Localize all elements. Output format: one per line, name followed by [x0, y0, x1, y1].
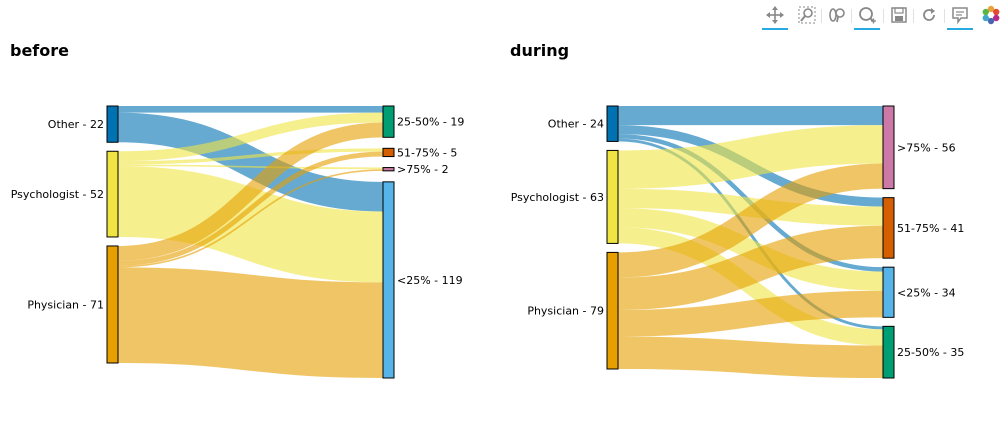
node-label-other: Other - 24: [548, 118, 604, 131]
node-gt75pct[interactable]: [382, 167, 395, 172]
link-physician-to-lt25pct[interactable]: [617, 290, 884, 337]
node-label-gt75pct: >75% - 2: [397, 163, 449, 176]
link-other-to-lt25pct[interactable]: [117, 112, 384, 212]
link-psychologist-to-gt75pct[interactable]: [617, 125, 884, 189]
reset-tool[interactable]: [914, 2, 944, 30]
node-label-psychologist: Psychologist - 52: [11, 188, 104, 201]
node-lt25pct[interactable]: [882, 266, 895, 318]
node-label-psychologist: Psychologist - 63: [511, 191, 604, 204]
reset-icon: [923, 8, 935, 21]
link-physician-to-25-50pct[interactable]: [617, 336, 884, 378]
link-psychologist-to-51-75pct[interactable]: [117, 148, 384, 165]
link-psychologist-to-25-50pct[interactable]: [117, 112, 384, 162]
node-other[interactable]: [606, 105, 619, 142]
bokeh-logo-icon: [982, 5, 1000, 25]
panel-during: during Other - 24 Psychologist - 63 Physici…: [510, 41, 964, 379]
wheel-zoom-icon: [829, 8, 845, 23]
node-label-physician: Physician - 71: [27, 298, 104, 311]
toolbar: [758, 2, 1000, 30]
node-label-gt75pct: >75% - 56: [897, 141, 956, 154]
node-lt25pct[interactable]: [382, 181, 395, 379]
box-zoom-icon: [798, 6, 816, 24]
nodes: Other - 22 Psychologist - 52 Physician - 7…: [11, 105, 464, 379]
node-psychologist[interactable]: [606, 149, 619, 244]
link-physician-to-51-75pct[interactable]: [117, 151, 384, 266]
zoom-in-icon: [859, 7, 876, 24]
node-51-75pct[interactable]: [382, 147, 395, 158]
link-physician-to-gt75pct[interactable]: [117, 169, 384, 268]
save-icon: [891, 7, 907, 23]
link-physician-to-25-50pct[interactable]: [117, 122, 384, 261]
panel-title: before: [10, 41, 69, 60]
nodes: Other - 24 Psychologist - 63 Physician - 7…: [511, 105, 964, 379]
link-psychologist-to-lt25pct[interactable]: [617, 207, 884, 291]
link-psychologist-to-25-50pct[interactable]: [617, 227, 884, 346]
node-physician[interactable]: [606, 251, 619, 370]
node-physician[interactable]: [106, 245, 119, 364]
link-psychologist-to-lt25pct[interactable]: [117, 166, 384, 283]
link-psychologist-to-gt75pct[interactable]: [117, 164, 384, 170]
node-label-lt25pct: <25% - 119: [397, 274, 463, 287]
panel-title: during: [510, 41, 569, 60]
wheel-zoom-tool[interactable]: [822, 2, 852, 30]
node-51-75pct[interactable]: [882, 197, 895, 259]
node-label-51-75pct: 51-75% - 41: [897, 222, 964, 235]
node-psychologist[interactable]: [106, 150, 119, 238]
zoom-in-tool[interactable]: [852, 2, 882, 30]
node-label-51-75pct: 51-75% - 5: [397, 146, 457, 159]
hover-icon: [952, 7, 968, 25]
node-label-25-50pct: 25-50% - 19: [397, 116, 464, 129]
save-tool[interactable]: [884, 2, 914, 30]
panel-before: before Other - 22 Psychologist - 52 Physici…: [10, 41, 464, 379]
pan-icon: [766, 6, 784, 24]
links: [617, 105, 884, 378]
bokeh-logo[interactable]: [976, 2, 1000, 30]
link-physician-to-gt75pct[interactable]: [617, 163, 884, 278]
node-label-other: Other - 22: [48, 118, 104, 131]
node-other[interactable]: [106, 105, 119, 143]
box-zoom-tool[interactable]: [792, 2, 822, 30]
node-label-physician: Physician - 79: [527, 305, 604, 318]
node-25-50pct[interactable]: [882, 325, 895, 379]
link-physician-to-lt25pct[interactable]: [117, 267, 384, 378]
link-physician-to-51-75pct[interactable]: [617, 225, 884, 310]
node-25-50pct[interactable]: [382, 105, 395, 138]
node-gt75pct[interactable]: [882, 105, 895, 190]
links: [117, 106, 384, 378]
pan-tool[interactable]: [760, 2, 790, 30]
node-label-25-50pct: 25-50% - 35: [897, 346, 964, 359]
hover-tool[interactable]: [945, 2, 975, 30]
node-label-lt25pct: <25% - 34: [897, 286, 956, 299]
